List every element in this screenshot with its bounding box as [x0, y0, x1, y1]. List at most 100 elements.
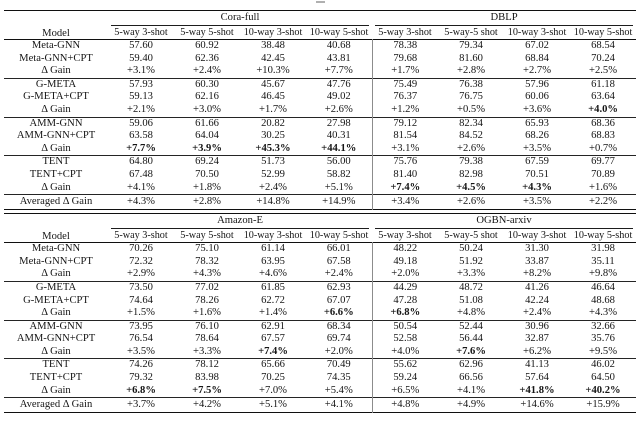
gain-value: +7.7% — [126, 142, 156, 154]
column-header: 10-way 3-shot — [507, 230, 567, 242]
metric-value: 70.24 — [591, 52, 615, 64]
table-row: Δ Gain +6.8% +7.5% +7.0% +5.4% +6.5% +4.1% +41.… — [4, 384, 636, 398]
metric-value: 84.52 — [459, 130, 483, 142]
metric-value: 69.74 — [326, 333, 351, 345]
model-section: Meta-GNN 57.60 60.92 38.48 40.68 78.38 79.34 67… — [4, 39, 637, 79]
metric-value: 57.93 — [129, 78, 153, 90]
results-table-bottom: Model Amazon-E OGBN-arxiv 5-way 3-shot 5-way… — [4, 213, 637, 414]
metric-value: 70.25 — [261, 372, 285, 384]
model-label: G-META+CPT — [23, 294, 89, 306]
metric-value: 62.96 — [459, 359, 483, 371]
averaged-gain-label: Averaged Δ Gain — [19, 196, 93, 208]
metric-value: 62.36 — [195, 52, 219, 64]
column-header: 10-way 3-shot — [507, 27, 567, 38]
gain-value: +1.5% — [126, 307, 156, 319]
table-row: G-META+CPT 59.13 62.16 46.45 49.02 76.37 76.75… — [4, 91, 636, 104]
table-row: Meta-GNN+CPT 59.40 62.36 42.45 43.81 79.68 81.… — [4, 52, 636, 66]
metric-value: 56.00 — [326, 156, 351, 168]
metric-value: 79.68 — [371, 52, 439, 66]
gain-value: +1.7% — [258, 103, 288, 115]
metric-value: 76.10 — [195, 320, 219, 332]
averaged-gain-section: Averaged Δ Gain +3.7% +4.2% +5.1% +4.1% +4.8%… — [4, 397, 637, 413]
table-row: AMM-GNN 73.95 76.10 62.91 68.34 50.54 52.44 30.… — [4, 320, 636, 334]
gain-value: +9.8% — [588, 268, 618, 280]
results-tables-container: Model Cora-full DBLP 5-way 3-shot 5-way 5-sh… — [4, 10, 637, 414]
metric-value: 59.24 — [371, 372, 439, 385]
metric-value: 50.54 — [371, 320, 439, 334]
metric-value: 51.73 — [261, 156, 285, 168]
metric-value: 49.02 — [326, 91, 351, 103]
averaged-gain-section: Averaged Δ Gain +4.3% +2.8% +14.8% +14.9% +3.… — [4, 194, 637, 210]
table-header: Model Cora-full DBLP 5-way 3-shot 5-way 5-sh… — [4, 11, 637, 40]
metric-value: 78.12 — [195, 359, 219, 371]
metric-value: 66.01 — [326, 243, 351, 255]
gain-value: +3.0% — [192, 103, 222, 115]
averaged-gain-value: +4.3% — [126, 196, 156, 208]
metric-value: 44.29 — [371, 281, 439, 295]
table-row: Δ Gain +7.7% +3.9% +45.3% +44.1% +3.1% +2.6% +3… — [4, 142, 636, 156]
metric-value: 74.26 — [129, 359, 153, 371]
model-label: TENT — [42, 156, 70, 168]
gain-value: +2.0% — [371, 268, 439, 282]
averaged-gain-value: +4.9% — [456, 399, 486, 411]
column-header: 10-way 3-shot — [243, 27, 303, 38]
dataset-name: OGBN-arxiv — [375, 215, 634, 230]
model-label: AMM-GNN+CPT — [16, 130, 96, 142]
metric-value: 62.72 — [261, 294, 285, 306]
metric-value: 67.58 — [326, 255, 351, 267]
gain-value: +2.6% — [324, 103, 353, 115]
model-label: TENT+CPT — [29, 168, 83, 180]
gain-value: +7.6% — [456, 345, 486, 357]
averaged-gain-value: +4.2% — [192, 399, 222, 411]
table-row: TENT+CPT 67.48 70.50 52.99 58.82 81.40 82.98 70… — [4, 168, 636, 182]
gain-value: +2.6% — [457, 142, 486, 154]
dataset-group-header: DBLP — [372, 11, 636, 26]
metric-value: 81.40 — [371, 168, 439, 182]
metric-value: 60.30 — [195, 78, 219, 90]
metric-value: 82.98 — [459, 168, 483, 180]
metric-value: 79.34 — [459, 40, 483, 51]
table-row: TENT 64.80 69.24 51.73 56.00 75.76 79.38 67.59 6… — [4, 155, 636, 169]
model-column-header: Model — [42, 28, 70, 39]
metric-value: 35.11 — [591, 255, 615, 267]
averaged-gain-value: +15.9% — [586, 399, 620, 411]
column-header: 5-way-5 shot — [444, 27, 498, 38]
averaged-gain-value: +5.1% — [258, 399, 288, 411]
metric-value: 76.54 — [129, 333, 153, 345]
metric-value: 74.35 — [326, 372, 351, 384]
table-row: G-META+CPT 74.64 78.26 62.72 67.07 47.28 51.08… — [4, 294, 636, 308]
gain-value: +6.5% — [371, 384, 439, 398]
metric-value: 69.24 — [195, 156, 219, 168]
gain-value: +0.5% — [457, 103, 486, 115]
metric-value: 67.57 — [261, 333, 285, 345]
column-header: 10-way 5-shot — [309, 230, 369, 242]
metric-value: 79.32 — [129, 372, 153, 384]
averaged-gain-value: +14.9% — [322, 196, 356, 208]
table-row: AMM-GNN+CPT 76.54 78.64 67.57 69.74 52.58 56.4… — [4, 333, 636, 346]
model-label: Δ Gain — [41, 181, 71, 193]
metric-value: 61.85 — [261, 281, 285, 293]
gain-value: +2.4% — [192, 65, 222, 77]
metric-value: 64.50 — [591, 372, 615, 384]
gain-value: +5.4% — [324, 384, 353, 396]
metric-value: 72.32 — [129, 255, 153, 267]
column-header: 5-way 3-shot — [114, 27, 168, 38]
metric-value: 45.67 — [261, 78, 285, 90]
gain-value: +2.4% — [324, 268, 353, 280]
table-row: Δ Gain +4.1% +1.8% +2.4% +5.1% +7.4% +4.5% +4.3… — [4, 181, 636, 195]
gain-value: +3.1% — [126, 65, 156, 77]
gain-value: +7.4% — [258, 345, 288, 357]
table-row: Δ Gain +3.5% +3.3% +7.4% +2.0% +4.0% +7.6% +6.2… — [4, 345, 636, 359]
dataset-header-row: Model Amazon-E OGBN-arxiv — [4, 214, 636, 242]
gain-value: +9.5% — [588, 345, 618, 357]
model-label: Meta-GNN — [31, 40, 81, 51]
model-section: G-META 57.93 60.30 45.67 47.76 75.49 76.38 57.9… — [4, 78, 637, 118]
metric-value: 70.50 — [195, 168, 219, 180]
gain-value: +7.5% — [192, 384, 222, 396]
model-label: AMM-GNN — [29, 320, 83, 332]
metric-value: 64.04 — [195, 130, 219, 142]
metric-value: 40.68 — [326, 40, 351, 51]
table-row: AMM-GNN 59.06 61.66 20.82 27.98 79.12 82.34 65.… — [4, 117, 636, 131]
table-row: Δ Gain +3.1% +2.4% +10.3% +7.7% +1.7% +2.8% +2.… — [4, 65, 636, 79]
gain-value: +5.1% — [324, 181, 353, 193]
